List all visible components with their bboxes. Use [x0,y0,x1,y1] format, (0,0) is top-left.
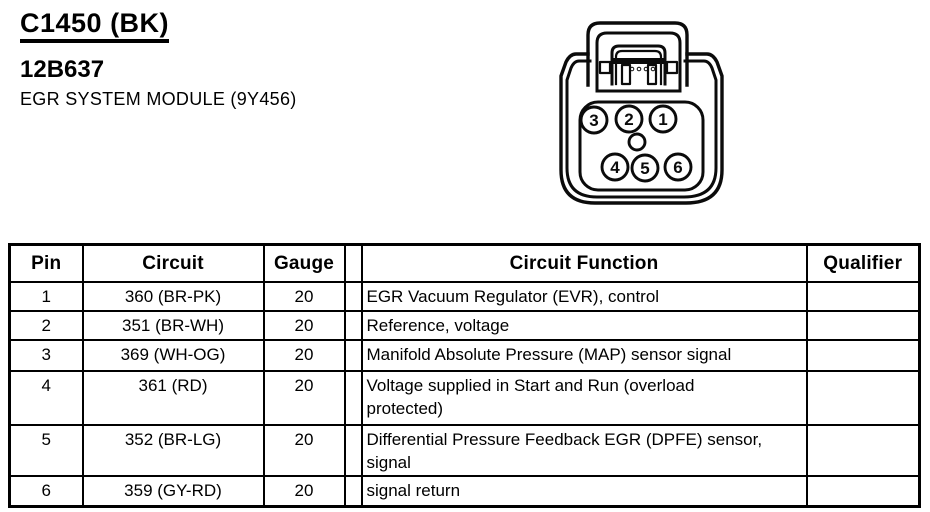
col-header-qualifier: Qualifier [805,243,921,283]
pin-cell: 6 [8,475,84,508]
table-row: 4 361 (RD) 20 Voltage supplied in Start and… [8,370,921,426]
gauge-cell: 20 [262,281,346,312]
gauge-cell: 20 [262,370,346,426]
function-text: Reference, voltage [366,316,510,335]
col-header-gauge: Gauge [262,243,346,283]
function-cell: EGR Vacuum Regulator (EVR), control [360,281,808,312]
circuit-cell: 360 (BR-PK) [81,281,265,312]
column-divider-gap [343,281,363,312]
latch-leg-right [646,63,658,86]
pin-cavity-outline [578,100,705,192]
pin-cell: 3 [8,339,84,372]
table-row: 5 352 (BR-LG) 20 Differential Pressure Feed… [8,424,921,477]
table-row: 6 359 (GY-RD) 20 signal return [8,475,921,508]
circuit-cell: 351 (BR-WH) [81,310,265,341]
latch-side-block-left [598,60,612,75]
col-header-circuit-function: Circuit Function [360,243,808,283]
latch-inner-outline [595,31,682,93]
table-row: 1 360 (BR-PK) 20 EGR Vacuum Regulator (EVR)… [8,281,921,312]
pin-cell: 4 [8,370,84,426]
gauge-cell: 20 [262,339,346,372]
column-divider-gap [343,243,363,283]
connector-outer-outline [559,52,724,205]
latch-tab-inner-line [614,49,663,86]
qualifier-cell [805,424,921,477]
pin-circle-1 [648,104,678,134]
header-row: Pin Circuit Gauge Circuit Function Quali… [8,243,921,283]
pin-number-label: 1 [658,110,667,129]
column-divider-gap [343,370,363,426]
table-row: 2 351 (BR-WH) 20 Reference, voltage [8,310,921,341]
latch-leg-left [620,63,632,86]
index-hole [627,132,647,152]
latch-side-block-right [665,60,679,75]
pinout-rows: 1 360 (BR-PK) 20 EGR Vacuum Regulator (EVR)… [8,281,921,508]
column-divider-gap [343,310,363,341]
col-header-circuit: Circuit [81,243,265,283]
connector-id-title: C1450 (BK) [20,9,170,44]
qualifier-cell [805,370,921,426]
function-cell: Differential Pressure Feedback EGR (DPFE… [360,424,808,477]
gauge-cell: 20 [262,310,346,341]
pin-number-label: 3 [589,111,598,130]
circuit-cell: 359 (GY-RD) [81,475,265,508]
doc-header: C1450 (BK) 12B637 EGR SYSTEM MODULE (9Y4… [20,9,297,108]
qualifier-cell [805,310,921,341]
part-number: 12B637 [20,56,105,84]
function-text: Manifold Absolute Pressure (MAP) sensor … [366,345,732,364]
table-row: 3 369 (WH-OG) 20 Manifold Absolute Pressure… [8,339,921,372]
pin-number-label: 6 [673,158,682,177]
connector-pins: 3 2 1 4 5 6 [579,104,693,183]
connector-id-row: C1450 (BK) [20,9,297,44]
connector-inner-outline [565,59,718,199]
pinout-table: Pin Circuit Gauge Circuit Function Quali… [8,243,921,508]
pin-cell: 2 [8,310,84,341]
qualifier-cell [805,475,921,508]
function-text: Differential Pressure Feedback EGR (DPFE… [366,430,763,472]
circuit-cell: 361 (RD) [81,370,265,426]
component-name: EGR SYSTEM MODULE (9Y456) [20,88,297,109]
circuit-cell: 369 (WH-OG) [81,339,265,372]
qualifier-cell [805,339,921,372]
pin-circle-5 [630,153,660,183]
pin-cell: 1 [8,281,84,312]
function-text: EGR Vacuum Regulator (EVR), control [366,287,660,306]
connector-face-diagram: 3 2 1 4 5 6 [559,21,724,205]
column-divider-gap [343,475,363,508]
function-cell: Voltage supplied in Start and Run (overl… [360,370,808,426]
gauge-cell: 20 [262,475,346,508]
pin-circle-3 [579,105,609,135]
pin-number-label: 2 [624,110,633,129]
latch-rivet-dot [650,66,656,72]
qualifier-cell [805,281,921,312]
pin-circle-6 [663,152,693,182]
gauge-cell: 20 [262,424,346,477]
function-cell: signal return [360,475,808,508]
function-text: Voltage supplied in Start and Run (overl… [366,376,695,418]
function-text: signal return [366,481,461,500]
column-divider-gap [343,424,363,477]
pin-circle-2 [614,104,644,134]
column-divider-gap [343,339,363,372]
pin-circle-4 [600,152,630,182]
circuit-cell: 352 (BR-LG) [81,424,265,477]
latch-rivet-dot [636,66,642,72]
pin-cell: 5 [8,424,84,477]
latch-tab-outline [610,44,667,86]
col-header-pin: Pin [8,243,84,283]
function-cell: Manifold Absolute Pressure (MAP) sensor … [360,339,808,372]
latch-outer-outline [586,21,689,87]
function-cell: Reference, voltage [360,310,808,341]
pin-number-label: 4 [610,158,620,177]
pin-number-label: 5 [640,159,649,178]
